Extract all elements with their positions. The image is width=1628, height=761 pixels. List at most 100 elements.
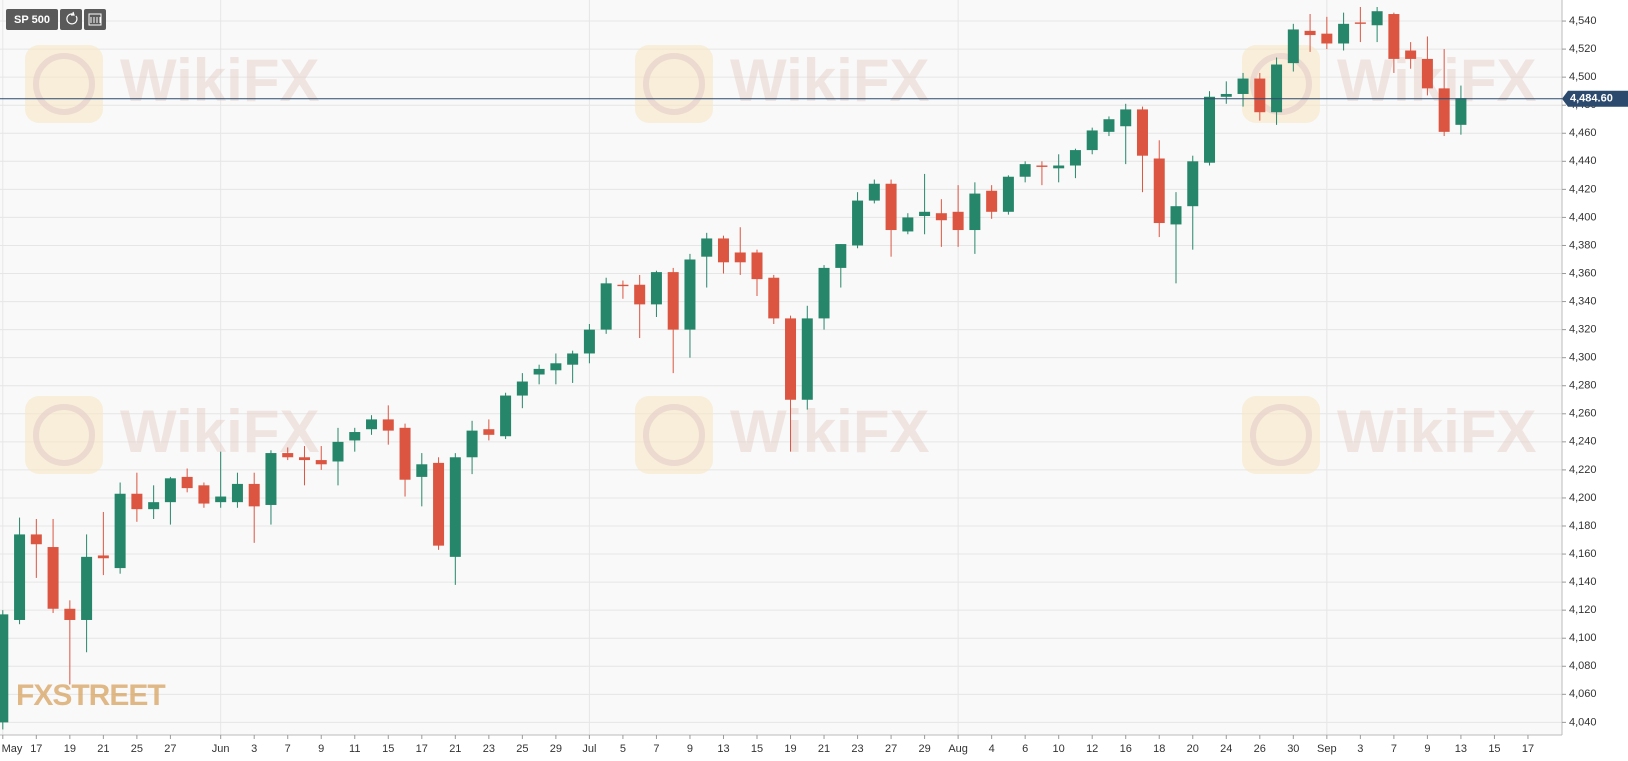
candle-body xyxy=(1354,22,1366,24)
x-tick-label: 9 xyxy=(1424,743,1430,755)
symbol-button[interactable] xyxy=(6,9,58,30)
candle-body xyxy=(1388,14,1400,59)
last-price-label: 4,484.60 xyxy=(1570,93,1613,105)
candle-body xyxy=(1371,11,1383,26)
candle-body xyxy=(1287,29,1299,64)
x-tick-label: 5 xyxy=(620,743,626,755)
y-tick-label: 4,340 xyxy=(1569,295,1597,307)
candle-body xyxy=(818,267,830,319)
x-tick-label: 21 xyxy=(818,743,830,755)
candle-body xyxy=(1019,164,1031,177)
x-tick-label: 9 xyxy=(687,743,693,755)
candle-body xyxy=(919,211,931,217)
x-tick-label: 3 xyxy=(1357,743,1363,755)
candle-body xyxy=(734,252,746,263)
candle-body xyxy=(986,190,998,212)
candle-body xyxy=(1153,158,1165,224)
x-tick-label: 15 xyxy=(382,743,394,755)
y-tick-label: 4,140 xyxy=(1569,576,1597,588)
candle-body xyxy=(0,614,9,723)
candle-body xyxy=(1002,176,1014,212)
candle-body xyxy=(1170,206,1182,225)
x-tick-label: 3 xyxy=(251,743,257,755)
candle-body xyxy=(533,368,545,375)
y-tick-label: 4,540 xyxy=(1569,15,1597,27)
x-tick-label: 18 xyxy=(1153,743,1165,755)
y-tick-label: 4,240 xyxy=(1569,436,1597,448)
candle-body xyxy=(332,441,344,462)
x-tick-label: 23 xyxy=(483,743,495,755)
candle-body xyxy=(1120,109,1132,127)
watermark-logo-ring xyxy=(33,53,95,115)
x-tick-label: 20 xyxy=(1187,743,1199,755)
y-tick-label: 4,060 xyxy=(1569,688,1597,700)
candle-body xyxy=(1271,64,1283,113)
x-tick-label: 17 xyxy=(30,743,42,755)
y-tick-label: 4,100 xyxy=(1569,632,1597,644)
candle-body xyxy=(81,556,93,620)
x-tick-label: 21 xyxy=(449,743,461,755)
toolbar: SP 500 xyxy=(6,9,106,30)
watermark-text: WikiFX xyxy=(730,47,929,114)
candle-body xyxy=(500,395,512,437)
candle-body xyxy=(97,555,109,559)
settings-icon xyxy=(88,13,102,26)
candle-body xyxy=(1103,119,1115,132)
candle-body xyxy=(952,211,964,231)
candle-body xyxy=(315,460,327,465)
candle-body xyxy=(868,183,880,201)
x-tick-label: 4 xyxy=(989,743,995,755)
x-tick-label: 10 xyxy=(1053,743,1065,755)
brand-logo: FXSTREET xyxy=(16,679,165,712)
candle-body xyxy=(366,419,378,430)
y-tick-label: 4,460 xyxy=(1569,127,1597,139)
candle-body xyxy=(399,427,411,480)
candle-body xyxy=(1421,58,1433,89)
x-tick-label: 23 xyxy=(851,743,863,755)
settings-button[interactable] xyxy=(84,9,106,30)
y-tick-label: 4,200 xyxy=(1569,492,1597,504)
x-tick-label: 24 xyxy=(1220,743,1232,755)
candle-body xyxy=(382,419,394,431)
candle-body xyxy=(902,217,914,232)
refresh-button[interactable] xyxy=(60,9,82,30)
candle-body xyxy=(131,493,143,510)
candle-body xyxy=(717,238,729,263)
candle-body xyxy=(298,457,310,461)
x-tick-label: Jul xyxy=(582,743,596,755)
watermark-logo-ring xyxy=(643,53,705,115)
y-tick-label: 4,360 xyxy=(1569,267,1597,279)
candle-body xyxy=(969,193,981,231)
y-tick-label: 4,300 xyxy=(1569,352,1597,364)
candle-body xyxy=(1220,93,1232,97)
y-tick-label: 4,420 xyxy=(1569,183,1597,195)
candle-body xyxy=(47,547,59,609)
y-tick-label: 4,320 xyxy=(1569,324,1597,336)
candle-body xyxy=(148,502,160,510)
candle-body xyxy=(885,183,897,231)
candle-body xyxy=(1187,161,1199,207)
candle-body xyxy=(198,485,210,504)
x-tick-label: 13 xyxy=(717,743,729,755)
x-tick-label: 19 xyxy=(784,743,796,755)
candle-body xyxy=(617,284,629,287)
candle-body xyxy=(416,464,428,477)
watermark-logo-ring xyxy=(33,404,95,466)
x-tick-label: 9 xyxy=(318,743,324,755)
y-tick-label: 4,080 xyxy=(1569,660,1597,672)
candle-body xyxy=(567,353,579,365)
x-tick-label: 29 xyxy=(918,743,930,755)
candle-body xyxy=(30,534,42,545)
candle-body xyxy=(801,318,813,400)
x-tick-label: 17 xyxy=(416,743,428,755)
x-tick-label: May xyxy=(2,743,23,755)
candle-body xyxy=(449,457,461,557)
candle-body xyxy=(215,496,227,503)
x-tick-label: 19 xyxy=(64,743,76,755)
x-tick-label: 26 xyxy=(1254,743,1266,755)
y-tick-label: 4,500 xyxy=(1569,71,1597,83)
x-tick-label: Jun xyxy=(212,743,230,755)
y-tick-label: 4,400 xyxy=(1569,211,1597,223)
symbol: SP 500 xyxy=(14,14,50,26)
